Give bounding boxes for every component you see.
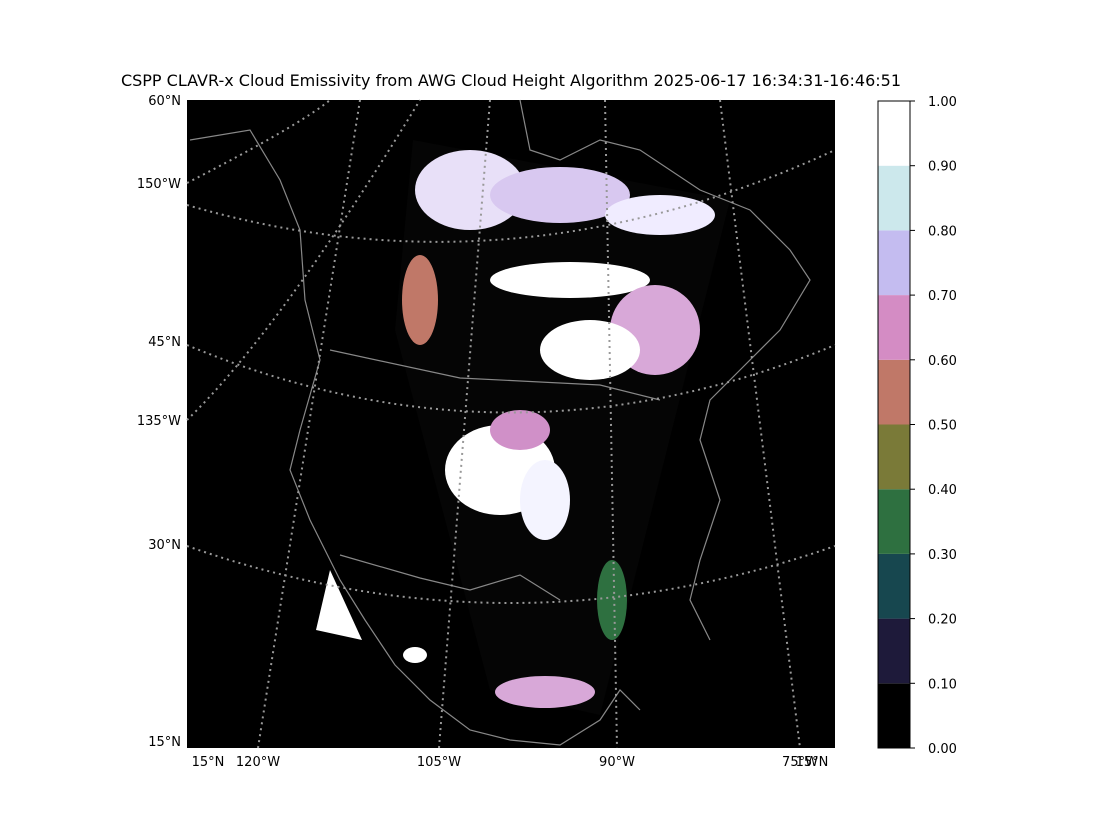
colorbar-segment	[878, 683, 910, 748]
colorbar: 0.00 0.10 0.20 0.30 0.40 0.50 0.60 0.70 0.80 0.90…	[877, 95, 957, 757]
colorbar-tick-label: 0.30	[928, 548, 957, 563]
colorbar-tick-label: 0.60	[928, 354, 957, 369]
colorbar-segment	[878, 295, 910, 360]
colorbar-segment	[878, 424, 910, 490]
colorbar-tick-label: 0.70	[928, 289, 957, 304]
title: CSPP CLAVR-x Cloud Emissivity from AWG C…	[121, 71, 901, 90]
colorbar-tick-label: 0.00	[928, 742, 957, 757]
colorbar-tick-label: 0.80	[928, 224, 957, 239]
colorbar-tick-label: 0.10	[928, 677, 957, 692]
lon-label: 75°W	[782, 755, 818, 770]
colorbar-segment	[878, 618, 910, 684]
lat-label: 30°N	[148, 538, 181, 553]
lat-label: 135°W	[137, 414, 181, 429]
colorbar-segment	[878, 101, 910, 166]
colorbar-segment	[878, 553, 910, 619]
lon-label: 15°N	[192, 755, 225, 770]
lon-label: 120°W	[236, 755, 280, 770]
colorbar-segment	[878, 489, 910, 554]
colorbar-segment	[878, 165, 910, 231]
colorbar-tick-label: 0.40	[928, 483, 957, 498]
lat-label: 60°N	[148, 94, 181, 109]
lon-label: 105°W	[417, 755, 461, 770]
lon-label: 15°N	[796, 755, 829, 770]
swath	[316, 140, 730, 715]
graticule	[186, 99, 836, 749]
lat-label: 15°N	[148, 735, 181, 750]
colorbar-tick-label: 0.90	[928, 160, 957, 175]
colorbar-tick-label: 0.50	[928, 419, 957, 434]
colorbar-segment	[878, 230, 910, 296]
map-labels: 60°N 150°W 45°N 135°W 30°N 15°N 15°N 120°W 105°W…	[137, 94, 829, 770]
colorbar-tick-label: 1.00	[928, 95, 957, 110]
colorbar-segment	[878, 359, 910, 425]
lon-label: 90°W	[599, 755, 635, 770]
lat-label: 45°N	[148, 335, 181, 350]
colorbar-tick-label: 0.20	[928, 613, 957, 628]
lat-label: 150°W	[137, 177, 181, 192]
